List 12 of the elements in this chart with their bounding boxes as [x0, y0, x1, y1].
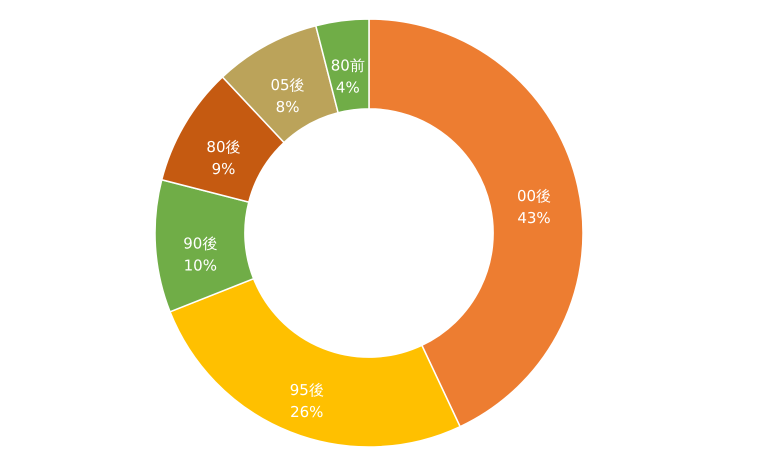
slice-label: 80後 — [206, 138, 241, 156]
data-label: 9% — [212, 160, 236, 178]
slice-label: 80前 — [330, 56, 365, 74]
data-label: 8% — [276, 98, 300, 116]
data-label: 4% — [336, 78, 360, 96]
slice-label: 05後 — [270, 76, 305, 94]
data-label: 10% — [184, 256, 217, 275]
slice-label: 90後 — [183, 234, 218, 253]
data-label: 26% — [290, 403, 324, 422]
slice-label: 95後 — [290, 381, 324, 400]
data-label: 43% — [517, 209, 551, 228]
slice-label: 00後 — [516, 187, 552, 206]
